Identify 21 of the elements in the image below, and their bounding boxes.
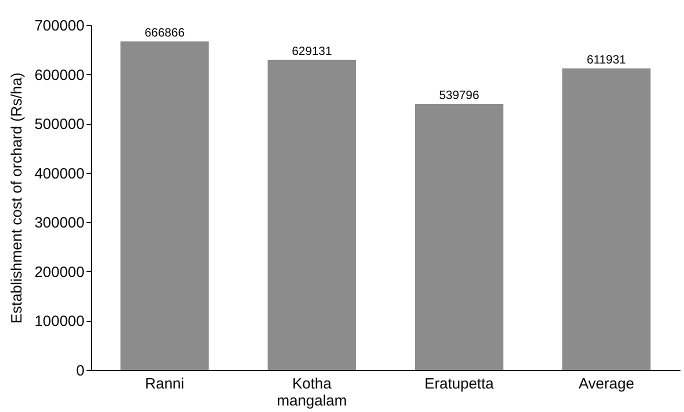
y-tick-label: 200000 bbox=[34, 264, 84, 281]
data-label: 539796 bbox=[439, 88, 480, 102]
x-tick-label: Average bbox=[578, 376, 634, 392]
y-tick-label: 600000 bbox=[34, 66, 84, 84]
x-tick-label: Eratupetta bbox=[424, 376, 494, 392]
x-tick-label: Ranni bbox=[145, 376, 184, 392]
bar bbox=[120, 41, 209, 370]
bar bbox=[268, 60, 356, 370]
y-tick-label: 0 bbox=[76, 362, 84, 380]
bar bbox=[562, 68, 651, 370]
y-tick-label: 400000 bbox=[34, 165, 84, 182]
data-label: 666866 bbox=[144, 25, 185, 40]
data-label: 611931 bbox=[586, 52, 626, 66]
data-label: 629131 bbox=[292, 44, 332, 58]
x-tick-label: Kotha mangalam bbox=[276, 376, 347, 410]
y-axis-title: Establishment cost of orchard (Rs/ha) bbox=[8, 72, 26, 324]
y-tick-label: 500000 bbox=[34, 116, 84, 134]
y-tick-label: 100000 bbox=[34, 313, 84, 330]
y-tick-label: 700000 bbox=[34, 18, 84, 34]
bar bbox=[414, 104, 504, 370]
y-tick-label: 300000 bbox=[34, 214, 84, 232]
